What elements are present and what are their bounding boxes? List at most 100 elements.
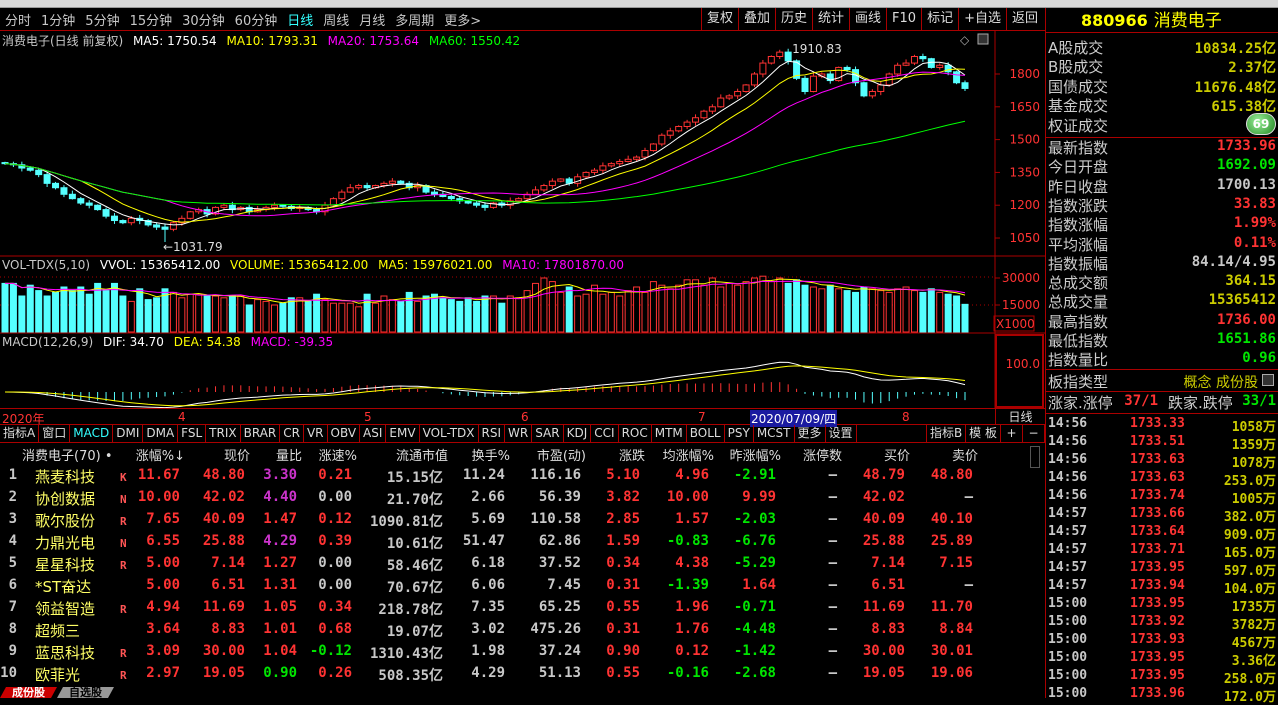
list-icon[interactable] [1262, 374, 1274, 386]
table-row[interactable]: 5 星星科技 R 5.00 7.14 1.27 0.00 58.46亿 6.18 37.52 0.3… [0, 553, 1040, 575]
toolbar-button[interactable]: 返回 [1005, 8, 1043, 30]
table-row[interactable]: 2 协创数据 N 10.00 42.02 4.40 0.00 21.70亿 2.66 56.39 3… [0, 487, 1040, 509]
indicator-tab[interactable]: ROC [619, 425, 652, 442]
toolbar-button[interactable]: 叠加 [737, 8, 775, 30]
stock-name[interactable]: 欧菲光 [35, 666, 81, 684]
label: 最高指数 [1048, 312, 1109, 331]
period-tab[interactable]: 1分钟 [41, 13, 76, 29]
column-header[interactable]: 买价 [883, 449, 910, 464]
period-tab[interactable]: 日线 [287, 13, 314, 29]
stock-name[interactable]: *ST奋达 [35, 578, 92, 596]
indicator-tab[interactable]: TRIX [206, 425, 241, 442]
stock-name[interactable]: 协创数据 [35, 490, 96, 508]
kline-chart[interactable]: 1800 1650 1500 1350 1200 1050 30000 15000 X1000 1… [0, 30, 1045, 408]
column-header[interactable]: 消费电子(70) • [22, 449, 113, 464]
indicator-tab[interactable]: SAR [532, 425, 564, 442]
toolbar-button[interactable]: 画线 [849, 8, 886, 30]
index-type-value[interactable]: 概念 成份股 [1183, 375, 1258, 391]
candle-body [144, 220, 152, 226]
table-scrollbar[interactable] [1030, 446, 1040, 468]
table-row[interactable]: 3 歌尔股份 R 7.65 40.09 1.47 0.12 1090.81亿 5.69 110.5… [0, 509, 1040, 531]
indicator-tab[interactable]: MTM [652, 425, 687, 442]
indicator-tab[interactable]: WR [505, 425, 533, 442]
table-row[interactable]: 4 力鼎光电 N 6.55 25.88 4.29 0.39 10.61亿 51.47 62.86 1… [0, 531, 1040, 553]
column-header[interactable]: 昨涨幅% [729, 449, 781, 464]
period-tab[interactable]: 分时 [5, 13, 32, 29]
cell: -6.76 [733, 533, 776, 549]
table-row[interactable]: 7 领益智造 R 4.94 11.69 1.05 0.34 218.78亿 7.35 65.25 0… [0, 597, 1040, 619]
toolbar-button[interactable]: 历史 [774, 8, 812, 30]
indicator-tab[interactable]: 窗口 [39, 425, 71, 442]
indicator-tab[interactable]: 设置 [826, 425, 857, 442]
indicator-tab[interactable]: + [1001, 425, 1023, 442]
toolbar-button[interactable]: +自选 [958, 8, 1006, 30]
period-indicator[interactable]: 日线 [995, 409, 1045, 425]
period-tab[interactable]: 15分钟 [129, 13, 173, 29]
indicator-tab[interactable]: OBV [328, 425, 361, 442]
stock-name[interactable]: 星星科技 [35, 556, 96, 574]
table-row[interactable]: 6 *ST奋达 5.00 6.51 1.31 0.00 70.67亿 6.06 7.45 0.31… [0, 575, 1040, 597]
column-header[interactable]: 均涨幅% [662, 449, 714, 464]
table-row[interactable]: 8 超频三 3.64 8.83 1.01 0.68 19.07亿 3.02 475.26 0.31… [0, 619, 1040, 641]
column-header[interactable]: 量比 [275, 449, 302, 464]
volume-bar [961, 303, 969, 333]
indicator-tab[interactable]: EMV [386, 425, 420, 442]
toolbar-button[interactable]: 统计 [812, 8, 849, 30]
indicator-tab[interactable]: DMI [113, 425, 144, 442]
toolbar-button[interactable]: F10 [886, 8, 921, 30]
period-tab[interactable]: 周线 [323, 13, 350, 29]
column-header[interactable]: 市盈(动) [536, 449, 586, 464]
table-row[interactable]: 1 燕麦科技 K 11.67 48.80 3.30 0.21 15.15亿 11.24 116.1… [0, 465, 1040, 487]
period-tab[interactable]: 更多> [444, 13, 482, 29]
period-tab[interactable]: 月线 [359, 13, 386, 29]
stock-name[interactable]: 歌尔股份 [35, 512, 96, 530]
indicator-tab[interactable]: BOLL [687, 425, 725, 442]
indicator-tab[interactable]: 指标B [927, 425, 967, 442]
indicator-tab[interactable]: − [1023, 425, 1045, 442]
floating-badge[interactable]: 69 [1246, 113, 1276, 135]
table-row[interactable]: 9 蓝思科技 R 3.09 30.00 1.04 -0.12 1310.43亿 1.98 37.2… [0, 641, 1040, 663]
period-tab[interactable]: 60分钟 [234, 13, 278, 29]
indicator-tab[interactable]: MACD [70, 425, 114, 442]
column-header[interactable]: 涨速% [318, 449, 357, 464]
indicator-tab[interactable]: KDJ [564, 425, 592, 442]
period-tab[interactable]: 5分钟 [85, 13, 120, 29]
volume-bar [85, 293, 93, 333]
toolbar-button[interactable]: 标记 [921, 8, 958, 30]
indicator-tab[interactable]: ASI [360, 425, 387, 442]
stock-name[interactable]: 领益智造 [35, 600, 96, 618]
bottom-tab[interactable]: 成份股 [0, 687, 57, 698]
indicator-tab[interactable]: CCI [591, 425, 619, 442]
column-header[interactable]: 卖价 [951, 449, 978, 464]
indicator-tab[interactable]: RSI [479, 425, 506, 442]
bottom-tab[interactable]: 自选股 [57, 687, 114, 698]
indicator-tab[interactable]: VR [304, 425, 328, 442]
trade-amount: 1005万 [1231, 492, 1276, 507]
column-header[interactable]: 流通市值 [395, 449, 448, 464]
indicator-tab[interactable]: VOL-TDX [420, 425, 479, 442]
column-header[interactable]: 涨幅%↓ [135, 449, 185, 464]
cell: 7.14 [211, 555, 245, 571]
indicator-tab[interactable]: 更多 [795, 425, 826, 442]
indicator-tab[interactable]: BRAR [241, 425, 281, 442]
indicator-tab[interactable]: 指标A [0, 425, 40, 442]
toolbar-button[interactable]: 复权 [700, 8, 738, 30]
volume-bar [843, 290, 851, 333]
stock-name[interactable]: 超频三 [35, 622, 81, 640]
indicator-tab[interactable]: PSY [725, 425, 754, 442]
indicator-tab[interactable]: 模 板 [966, 425, 1001, 442]
column-header[interactable]: 换手% [471, 449, 510, 464]
indicator-tab[interactable]: FSL [178, 425, 207, 442]
column-header[interactable]: 涨停数 [802, 449, 842, 464]
column-header[interactable]: 现价 [223, 449, 250, 464]
table-row[interactable]: 10 欧菲光 R 2.97 19.05 0.90 0.26 508.35亿 4.29 51.13 0… [0, 663, 1040, 685]
stock-name[interactable]: 蓝思科技 [35, 644, 96, 662]
indicator-tab[interactable]: CR [280, 425, 304, 442]
column-header[interactable]: 涨跌 [618, 449, 645, 464]
indicator-tab[interactable]: DMA [143, 425, 179, 442]
stock-name[interactable]: 力鼎光电 [35, 534, 96, 552]
stock-name[interactable]: 燕麦科技 [35, 468, 96, 486]
period-tab[interactable]: 多周期 [395, 13, 435, 29]
period-tab[interactable]: 30分钟 [182, 13, 225, 29]
indicator-tab[interactable]: MCST [754, 425, 795, 442]
